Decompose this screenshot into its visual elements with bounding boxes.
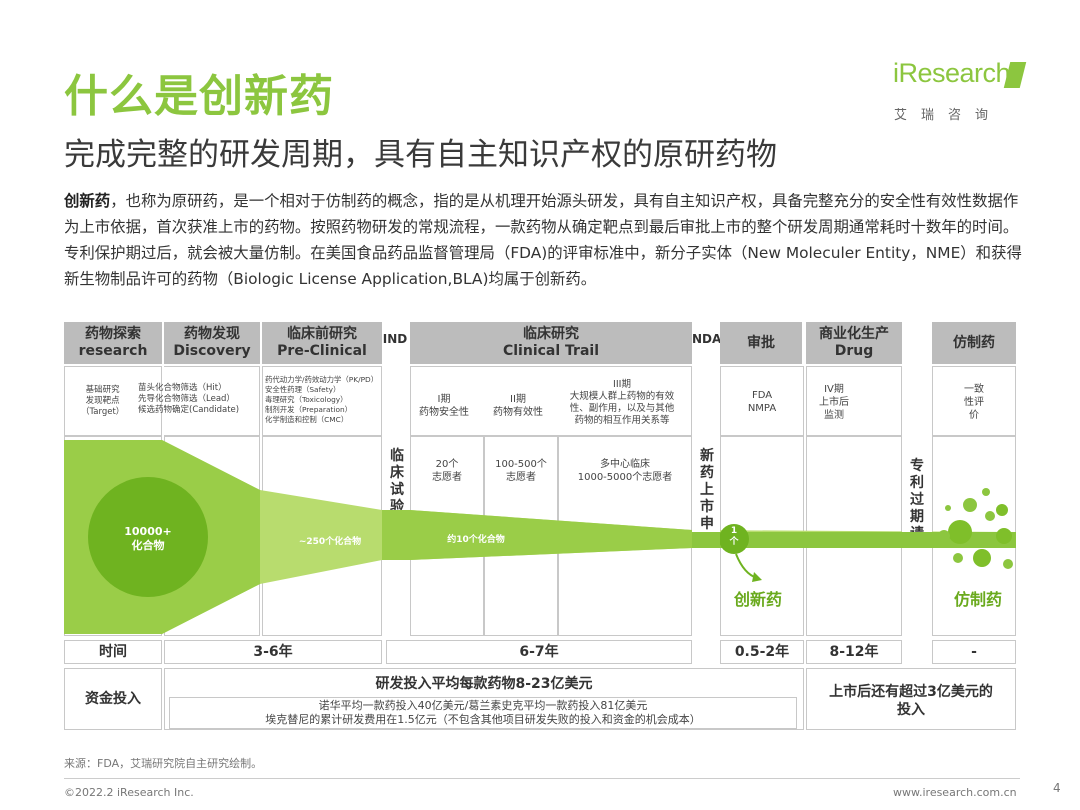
page-subtitle: 完成完整的研发周期，具有自主知识产权的原研药物	[64, 137, 777, 173]
logo-wordmark: iResearch	[893, 58, 1011, 88]
invest-post-market: 上市后还有超过3亿美元的 投入	[806, 668, 1016, 730]
source-note: 来源：FDA，艾瑞研究院自主研究绘制。	[64, 757, 263, 770]
page-title: 什么是创新药	[64, 71, 334, 122]
phase3-volunteers: 多中心临床 1000-5000个志愿者	[577, 459, 673, 483]
time-row-label: 时间	[64, 640, 162, 664]
detail-clinical: I期 药物安全性 II期 药物有效性 III期 大规模人群上药物的有效 性、副作用，以及…	[410, 366, 692, 436]
time-clinical: 6-7年	[386, 640, 692, 664]
invest-headline: 研发投入平均每款药物8-23亿美元	[375, 676, 593, 692]
funnel-mid-count: ~250个化合物	[298, 537, 362, 547]
website-link[interactable]: www.iresearch.com.cn	[893, 786, 1017, 799]
detail-discovery: 苗头化合物筛选（Hit） 先导化合物筛选（Lead） 候选药物确定(Candidat…	[138, 366, 260, 436]
iresearch-logo: iResearch 艾瑞咨询	[893, 58, 1028, 128]
funnel-clinical-count: 约10个化合物	[447, 535, 505, 545]
logo-subtitle: 艾瑞咨询	[894, 108, 1003, 123]
invest-row-label: 资金投入	[64, 668, 162, 730]
generic-dots	[938, 488, 1013, 569]
phase2-volunteers: 100-500个 志愿者	[495, 459, 547, 483]
generic-drug-label: 仿制药	[954, 590, 1003, 609]
funnel-graphic	[64, 440, 1016, 634]
phase-header-approval: 审批	[720, 322, 802, 364]
time-discovery: 3-6年	[164, 640, 382, 664]
invest-main: 研发投入平均每款药物8-23亿美元 诺华平均一款药投入40亿美元/葛兰素史克平均…	[164, 668, 804, 730]
footer-divider	[64, 778, 1020, 779]
phase-header-discovery: 药物发现 Discovery	[164, 322, 260, 364]
intro-body: ，也称为原研药，是一个相对于仿制药的概念，指的是从机理开始源头研发，具有自主知识…	[64, 192, 1022, 288]
invest-examples: 诺华平均一款药投入40亿美元/葛兰素史克平均一款药投入81亿美元 埃克替尼的累计研…	[169, 697, 797, 729]
copyright: ©2022.2 iResearch Inc.	[64, 786, 194, 799]
ind-application-label: 临床试验申请	[390, 448, 404, 549]
phase-header-clinical: 临床研究 Clinical Trail	[410, 322, 692, 364]
intro-paragraph: 创新药，也称为原研药，是一个相对于仿制药的概念，指的是从机理开始源头研发，具有自…	[64, 188, 1026, 292]
time-approval: 0.5-2年	[720, 640, 804, 664]
time-commercial: 8-12年	[806, 640, 902, 664]
phase-header-explore: 药物探索 research	[64, 322, 162, 364]
phase-header-preclinical: 临床前研究 Pre-Clinical	[262, 322, 382, 364]
phase-header-generic: 仿制药	[932, 322, 1016, 364]
page-number: 4	[1053, 781, 1061, 795]
intro-lead-term: 创新药	[64, 192, 111, 210]
innovative-drug-label: 创新药	[734, 590, 783, 609]
detail-preclinical: 药代动力学/药效动力学（PK/PD） 安全性药理（Safety） 毒理研究（Toxi…	[262, 366, 382, 436]
nda-application-label: 新药上市申请	[700, 448, 714, 549]
detail-explore: 基础研究 发现靶点 （Target）	[64, 366, 162, 436]
patent-expire-label: 专利过期请	[910, 458, 924, 542]
detail-generic: 一致 性评价	[932, 366, 1016, 436]
funnel-start-count: 10000+ 化合物	[124, 525, 172, 552]
detail-commercial: IV期 上市后 监测	[806, 366, 902, 436]
time-generic: -	[932, 640, 1016, 664]
phase-header-commercial: 商业化生产 Drug	[806, 322, 902, 364]
drug-development-diagram: 药物探索 research 药物发现 Discovery 临床前研究 Pre-Clin…	[64, 322, 1016, 740]
phase1-volunteers: 20个 志愿者	[432, 459, 462, 483]
phase-header-ind: IND	[382, 332, 408, 346]
detail-approval: FDA NMPA	[720, 366, 804, 436]
phase-header-nda: NDA	[692, 332, 722, 346]
